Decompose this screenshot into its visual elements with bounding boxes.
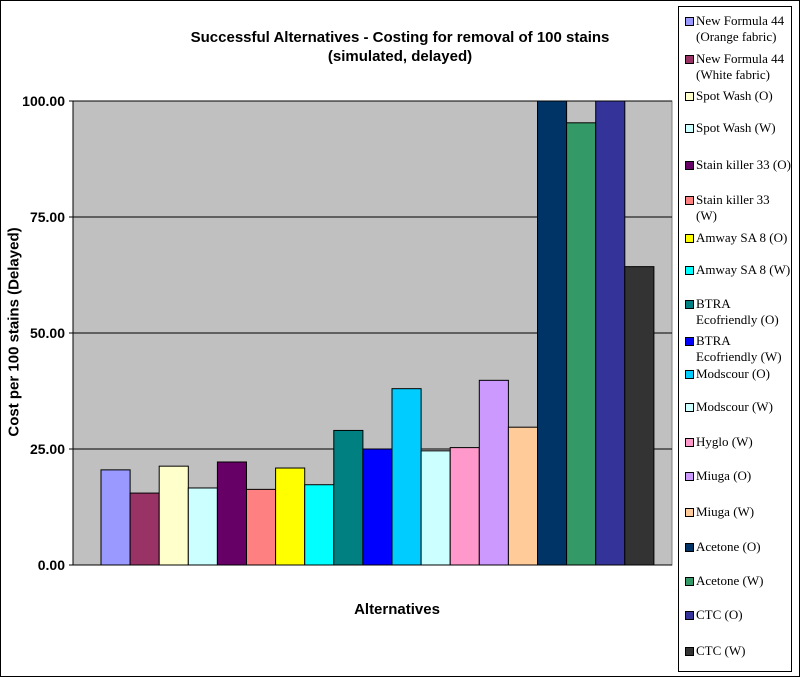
bar [158,465,189,566]
legend-label: Miuga (O) [696,468,752,483]
bar [216,461,247,566]
legend-swatch [685,234,694,243]
bar [246,488,277,566]
legend-label: Stain killer 33 (W) [696,192,770,223]
legend-label: Amway SA 8 (W) [696,262,791,277]
legend-label: CTC (O) [696,607,743,622]
bar [391,388,422,566]
legend-label: BTRA Ecofriendly (W) [696,333,782,364]
bar [275,467,306,566]
y-tick-label: 75.00 [30,209,65,225]
legend-label: Spot Wash (O) [696,88,773,103]
bar [187,487,218,566]
bar [100,469,131,566]
bar [362,448,393,566]
chart-title: Successful Alternatives - Costing for re… [100,28,700,66]
legend-label: Stain killer 33 (O) [696,157,791,172]
legend-swatch [685,508,694,517]
legend-label: Amway SA 8 (O) [696,230,788,245]
chart-plot: 0.00 25.00 50.00 75.00 100.00 [22,93,673,573]
bar [566,122,597,566]
bar [478,379,509,566]
legend-swatch [685,611,694,620]
legend-swatch [685,124,694,133]
y-tick-label: 25.00 [30,441,65,457]
legend-swatch [685,647,694,656]
legend-swatch [685,17,694,26]
legend-label: New Formula 44 (Orange fabric) [696,13,785,44]
legend-swatch [685,472,694,481]
legend: New Formula 44 (Orange fabric) New Formul… [678,6,792,672]
legend-swatch [685,92,694,101]
x-axis-label: Alternatives [354,601,440,618]
bar [420,450,451,566]
legend-label: Miuga (W) [696,504,755,519]
bar [595,100,626,566]
legend-swatch [685,543,694,552]
legend-label: Spot Wash (W) [696,120,776,135]
chart-subtitle: (simulated, delayed) [327,48,473,65]
legend-swatch [685,55,694,64]
legend-label: Modscour (O) [696,366,771,381]
legend-swatch [685,577,694,586]
legend-label: New Formula 44 (White fabric) [696,51,785,82]
legend-swatch [685,403,694,412]
legend-label: Hyglo (W) [696,434,753,449]
legend-label: Acetone (O) [696,539,761,554]
bar [624,266,655,566]
legend-label: Modscour (W) [696,399,773,414]
legend-swatch [685,438,694,447]
chart-title-line1: Successful Alternatives - Costing for re… [190,29,610,46]
legend-swatch [685,337,694,346]
bar [333,429,364,566]
y-tick-label: 0.00 [38,557,65,573]
legend-label: BTRA Ecofriendly (O) [696,296,779,327]
bar [304,484,335,566]
legend-swatch [685,161,694,170]
bar [129,492,160,566]
bar [449,447,480,566]
legend-swatch [685,266,694,275]
y-tick-label: 100.00 [22,93,65,109]
y-tick-label: 50.00 [30,325,65,341]
legend-label: CTC (W) [696,643,746,658]
bar [507,426,538,566]
legend-swatch [685,300,694,309]
legend-label: Acetone (W) [696,573,764,588]
bar [537,100,568,566]
legend-swatch [685,196,694,205]
legend-swatch [685,370,694,379]
